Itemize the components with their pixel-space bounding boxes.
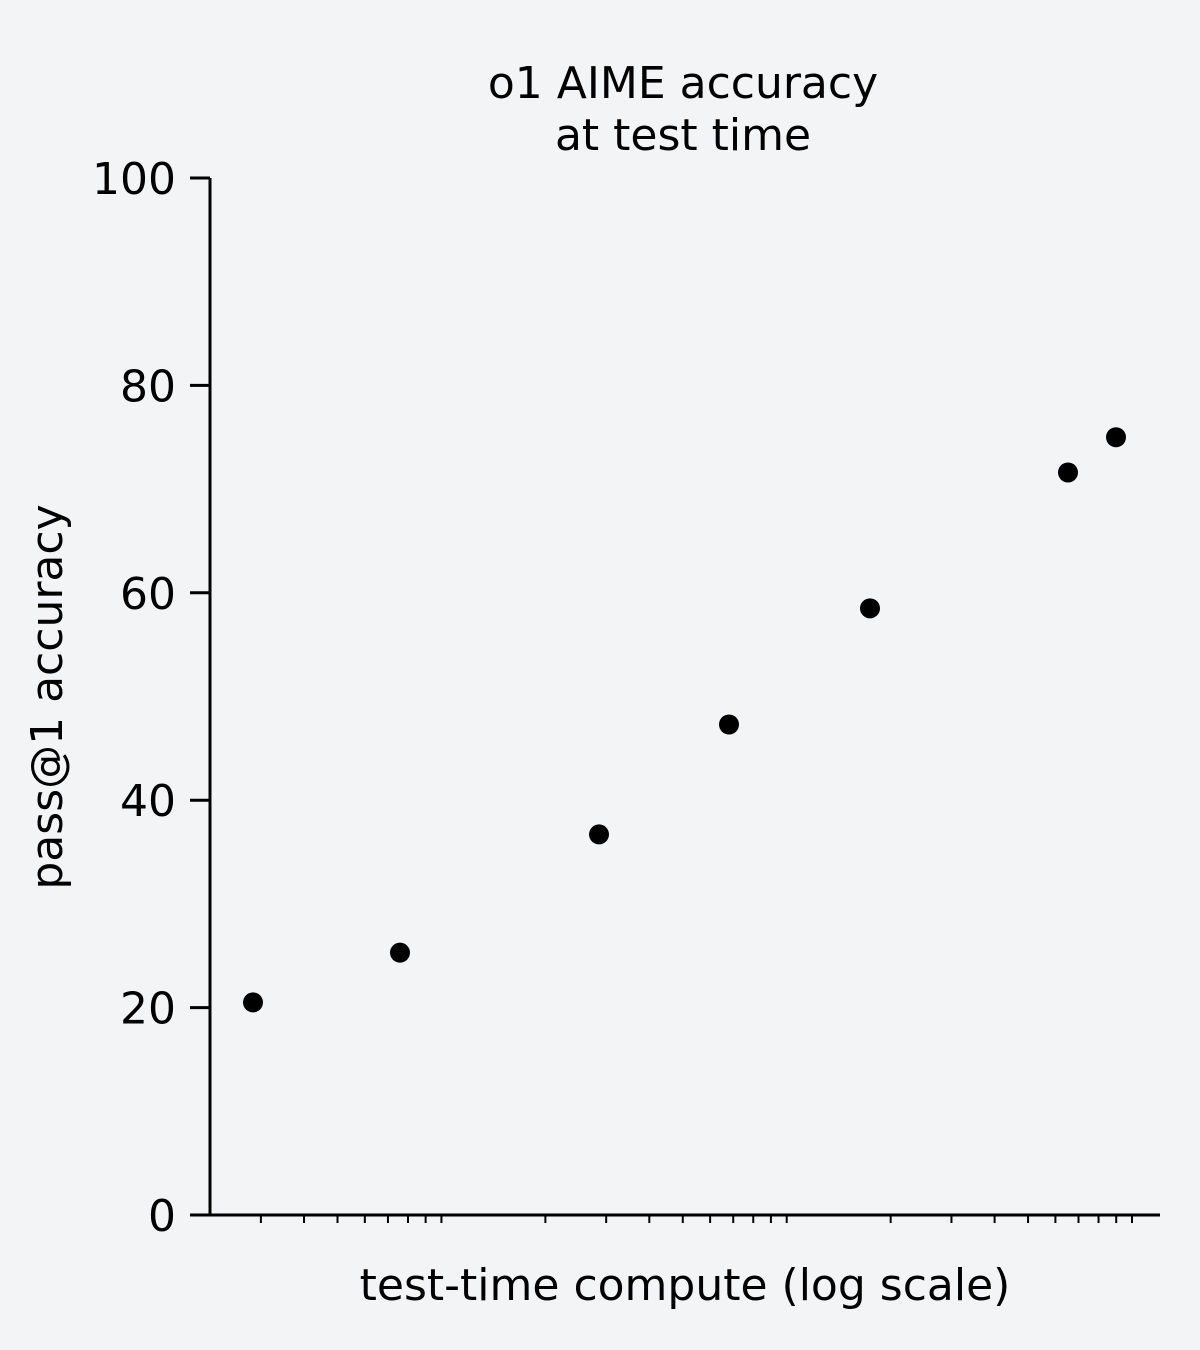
y-tick-label: 60 [120,569,176,620]
x-axis [208,1213,1160,1223]
y-axis-label: pass@1 accuracy [22,504,73,889]
data-points [243,427,1126,1013]
data-point [719,714,739,735]
y-axis: 0 20 40 60 80 100 [92,154,212,1242]
x-axis-label: test-time compute (log scale) [360,1260,1011,1311]
y-tick-label: 0 [148,1191,176,1242]
chart-title-line-2: at test time [555,110,811,161]
y-tick-label: 80 [120,361,176,412]
data-point [589,824,609,845]
data-point [1106,427,1126,448]
data-point [1058,462,1078,483]
data-point [390,942,410,963]
data-point [243,992,263,1013]
y-tick-label: 20 [120,984,176,1035]
chart-title-line-1: o1 AIME accuracy [488,58,878,109]
data-point [860,598,880,619]
y-tick-label: 40 [120,776,176,827]
y-tick-label: 100 [92,154,176,205]
